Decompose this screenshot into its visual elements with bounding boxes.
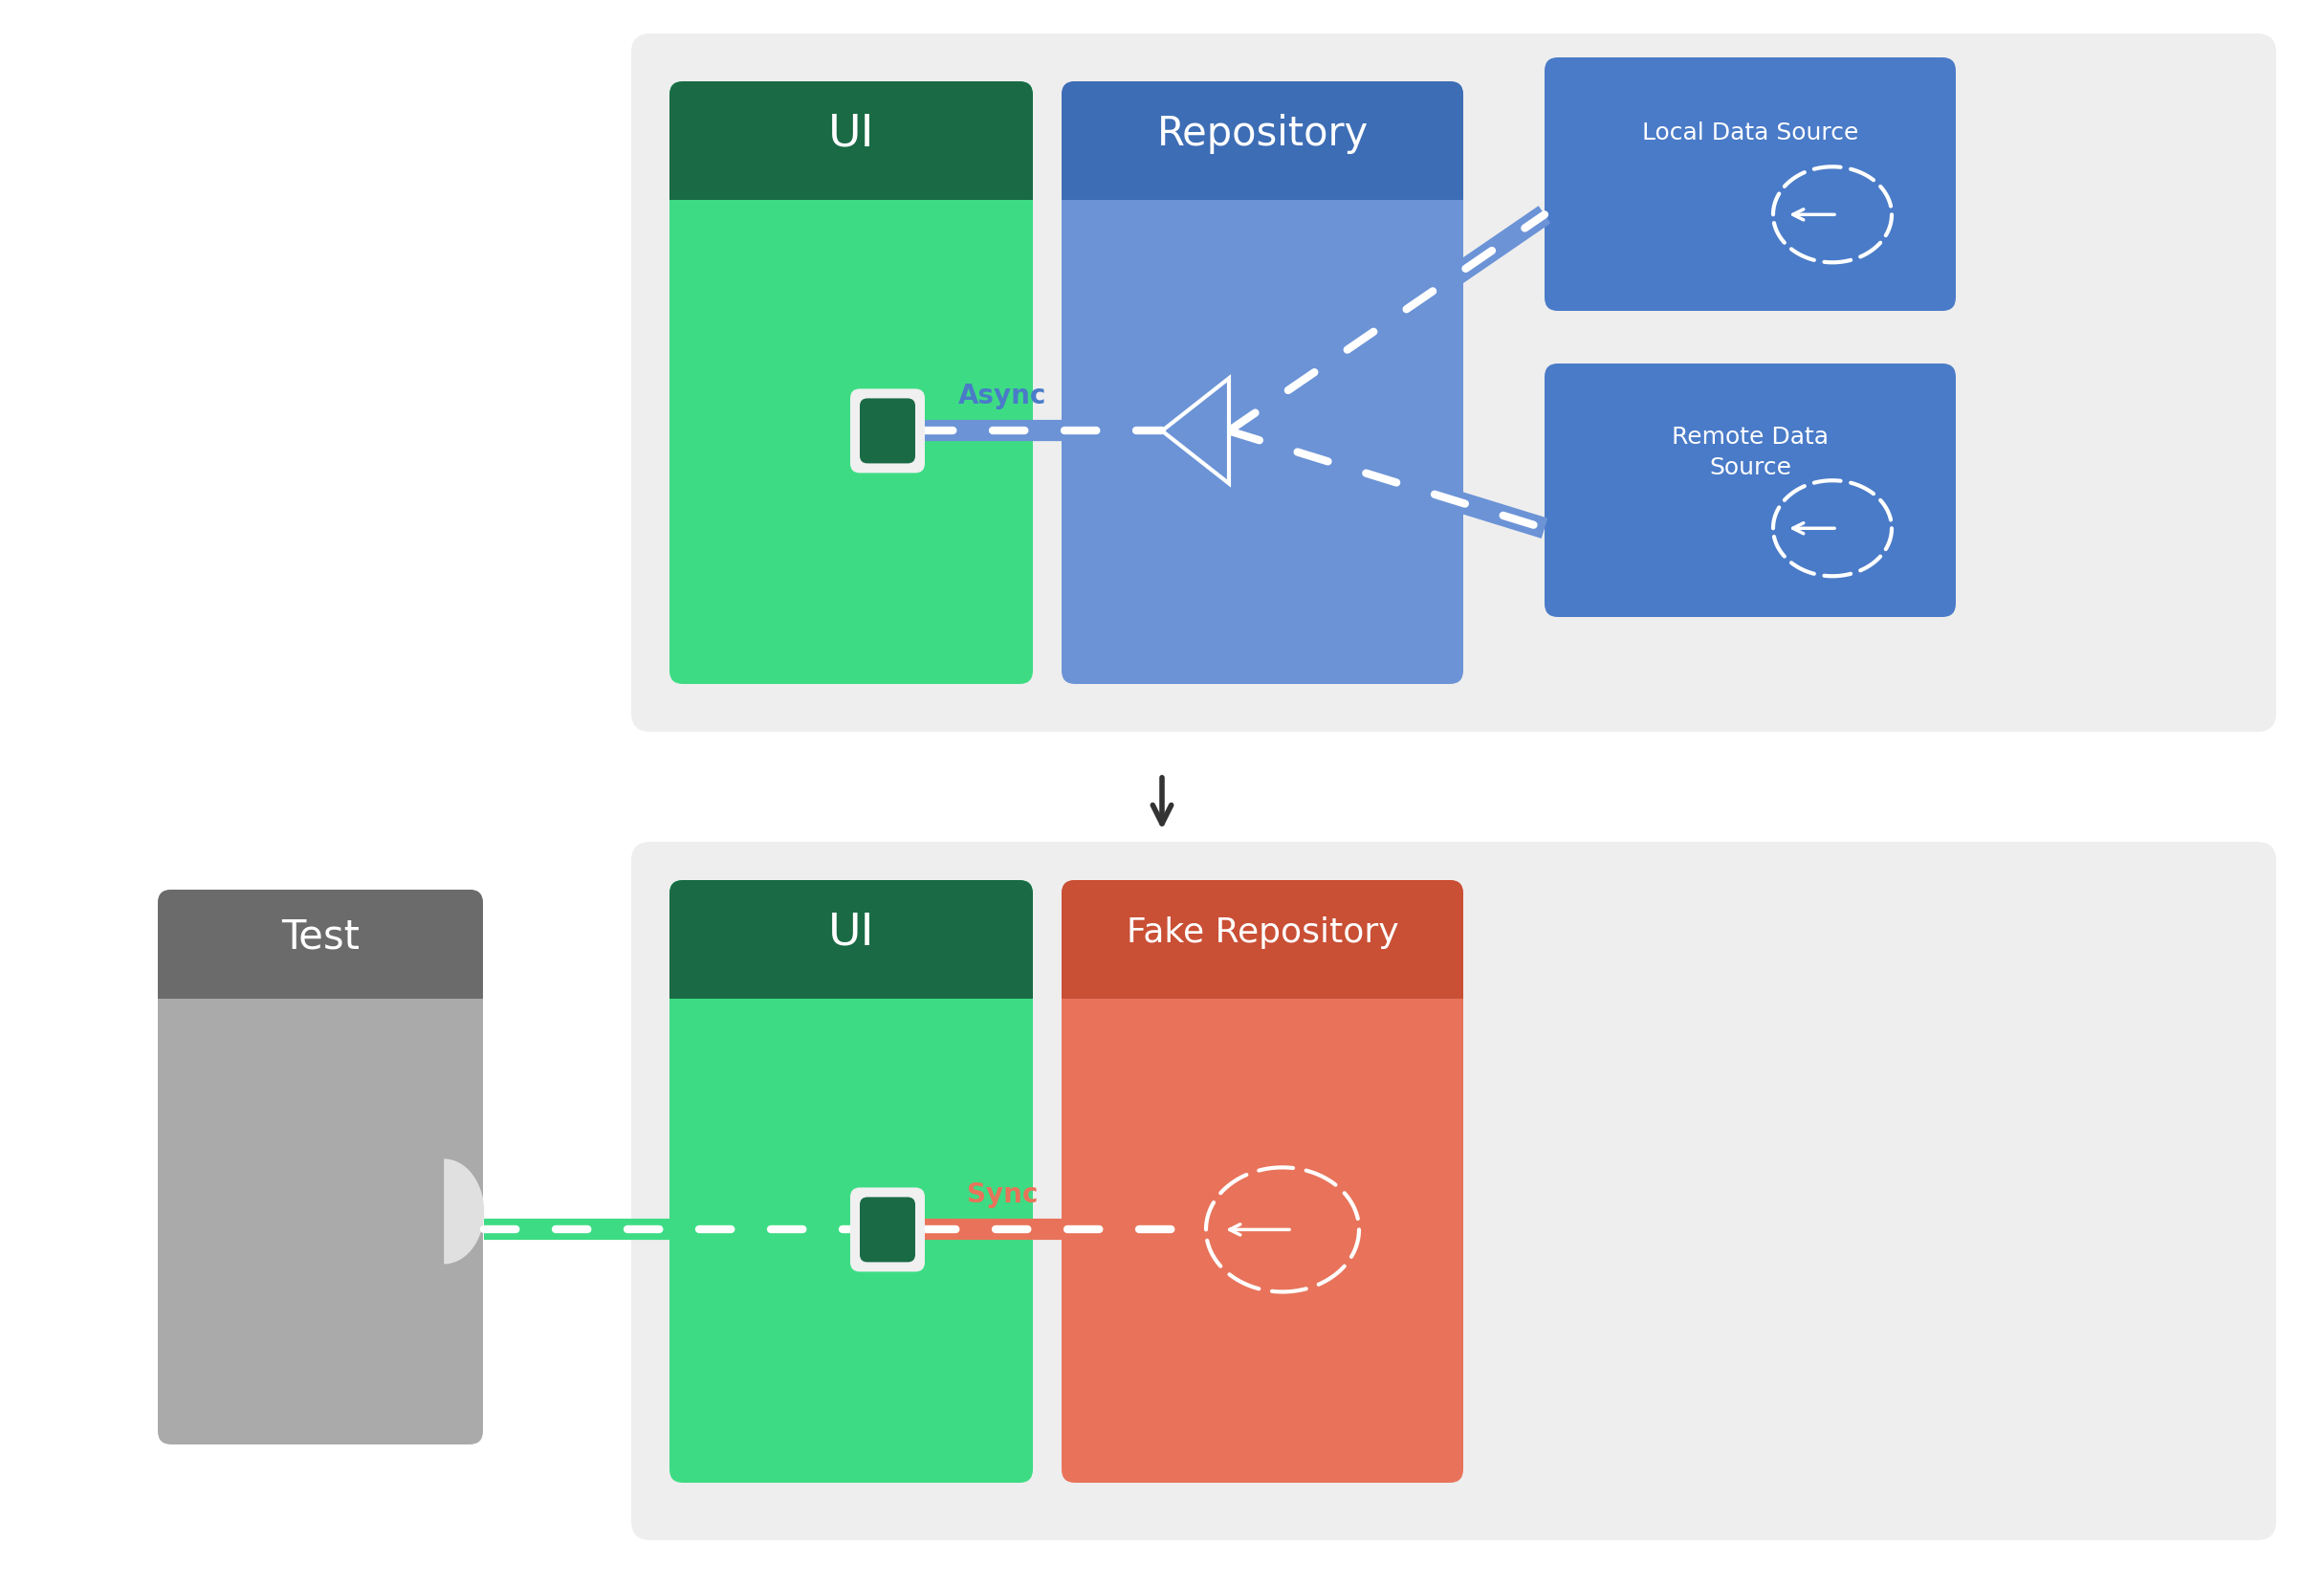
FancyBboxPatch shape (158, 890, 483, 1444)
Text: Repository: Repository (1157, 114, 1369, 154)
Text: Async: Async (957, 382, 1046, 409)
FancyBboxPatch shape (669, 881, 1032, 1482)
FancyBboxPatch shape (1062, 81, 1464, 684)
FancyBboxPatch shape (860, 398, 916, 463)
FancyBboxPatch shape (669, 81, 1032, 200)
Text: Test: Test (281, 917, 360, 957)
FancyBboxPatch shape (851, 1187, 925, 1271)
Bar (669, 986, 1032, 998)
FancyBboxPatch shape (632, 33, 2275, 732)
Text: Fake Repository: Fake Repository (1127, 916, 1399, 949)
FancyBboxPatch shape (1545, 57, 1957, 311)
FancyBboxPatch shape (158, 890, 483, 998)
Text: Sync: Sync (967, 1182, 1039, 1209)
FancyBboxPatch shape (1062, 881, 1464, 998)
Polygon shape (1162, 378, 1229, 484)
Bar (158, 986, 483, 998)
Text: Remote Data
Source: Remote Data Source (1671, 425, 1829, 479)
FancyBboxPatch shape (669, 81, 1032, 684)
FancyBboxPatch shape (669, 881, 1032, 998)
Text: UI: UI (827, 113, 874, 156)
FancyBboxPatch shape (1062, 881, 1464, 1482)
Bar (1062, 986, 1464, 998)
Polygon shape (444, 1159, 483, 1265)
Bar (669, 187, 1032, 200)
Text: UI: UI (827, 911, 874, 954)
FancyBboxPatch shape (632, 841, 2275, 1539)
Bar (1062, 187, 1464, 200)
FancyBboxPatch shape (860, 1197, 916, 1262)
Text: Local Data Source: Local Data Source (1643, 122, 1859, 144)
FancyBboxPatch shape (1062, 81, 1464, 200)
FancyBboxPatch shape (851, 389, 925, 473)
FancyBboxPatch shape (1545, 363, 1957, 617)
